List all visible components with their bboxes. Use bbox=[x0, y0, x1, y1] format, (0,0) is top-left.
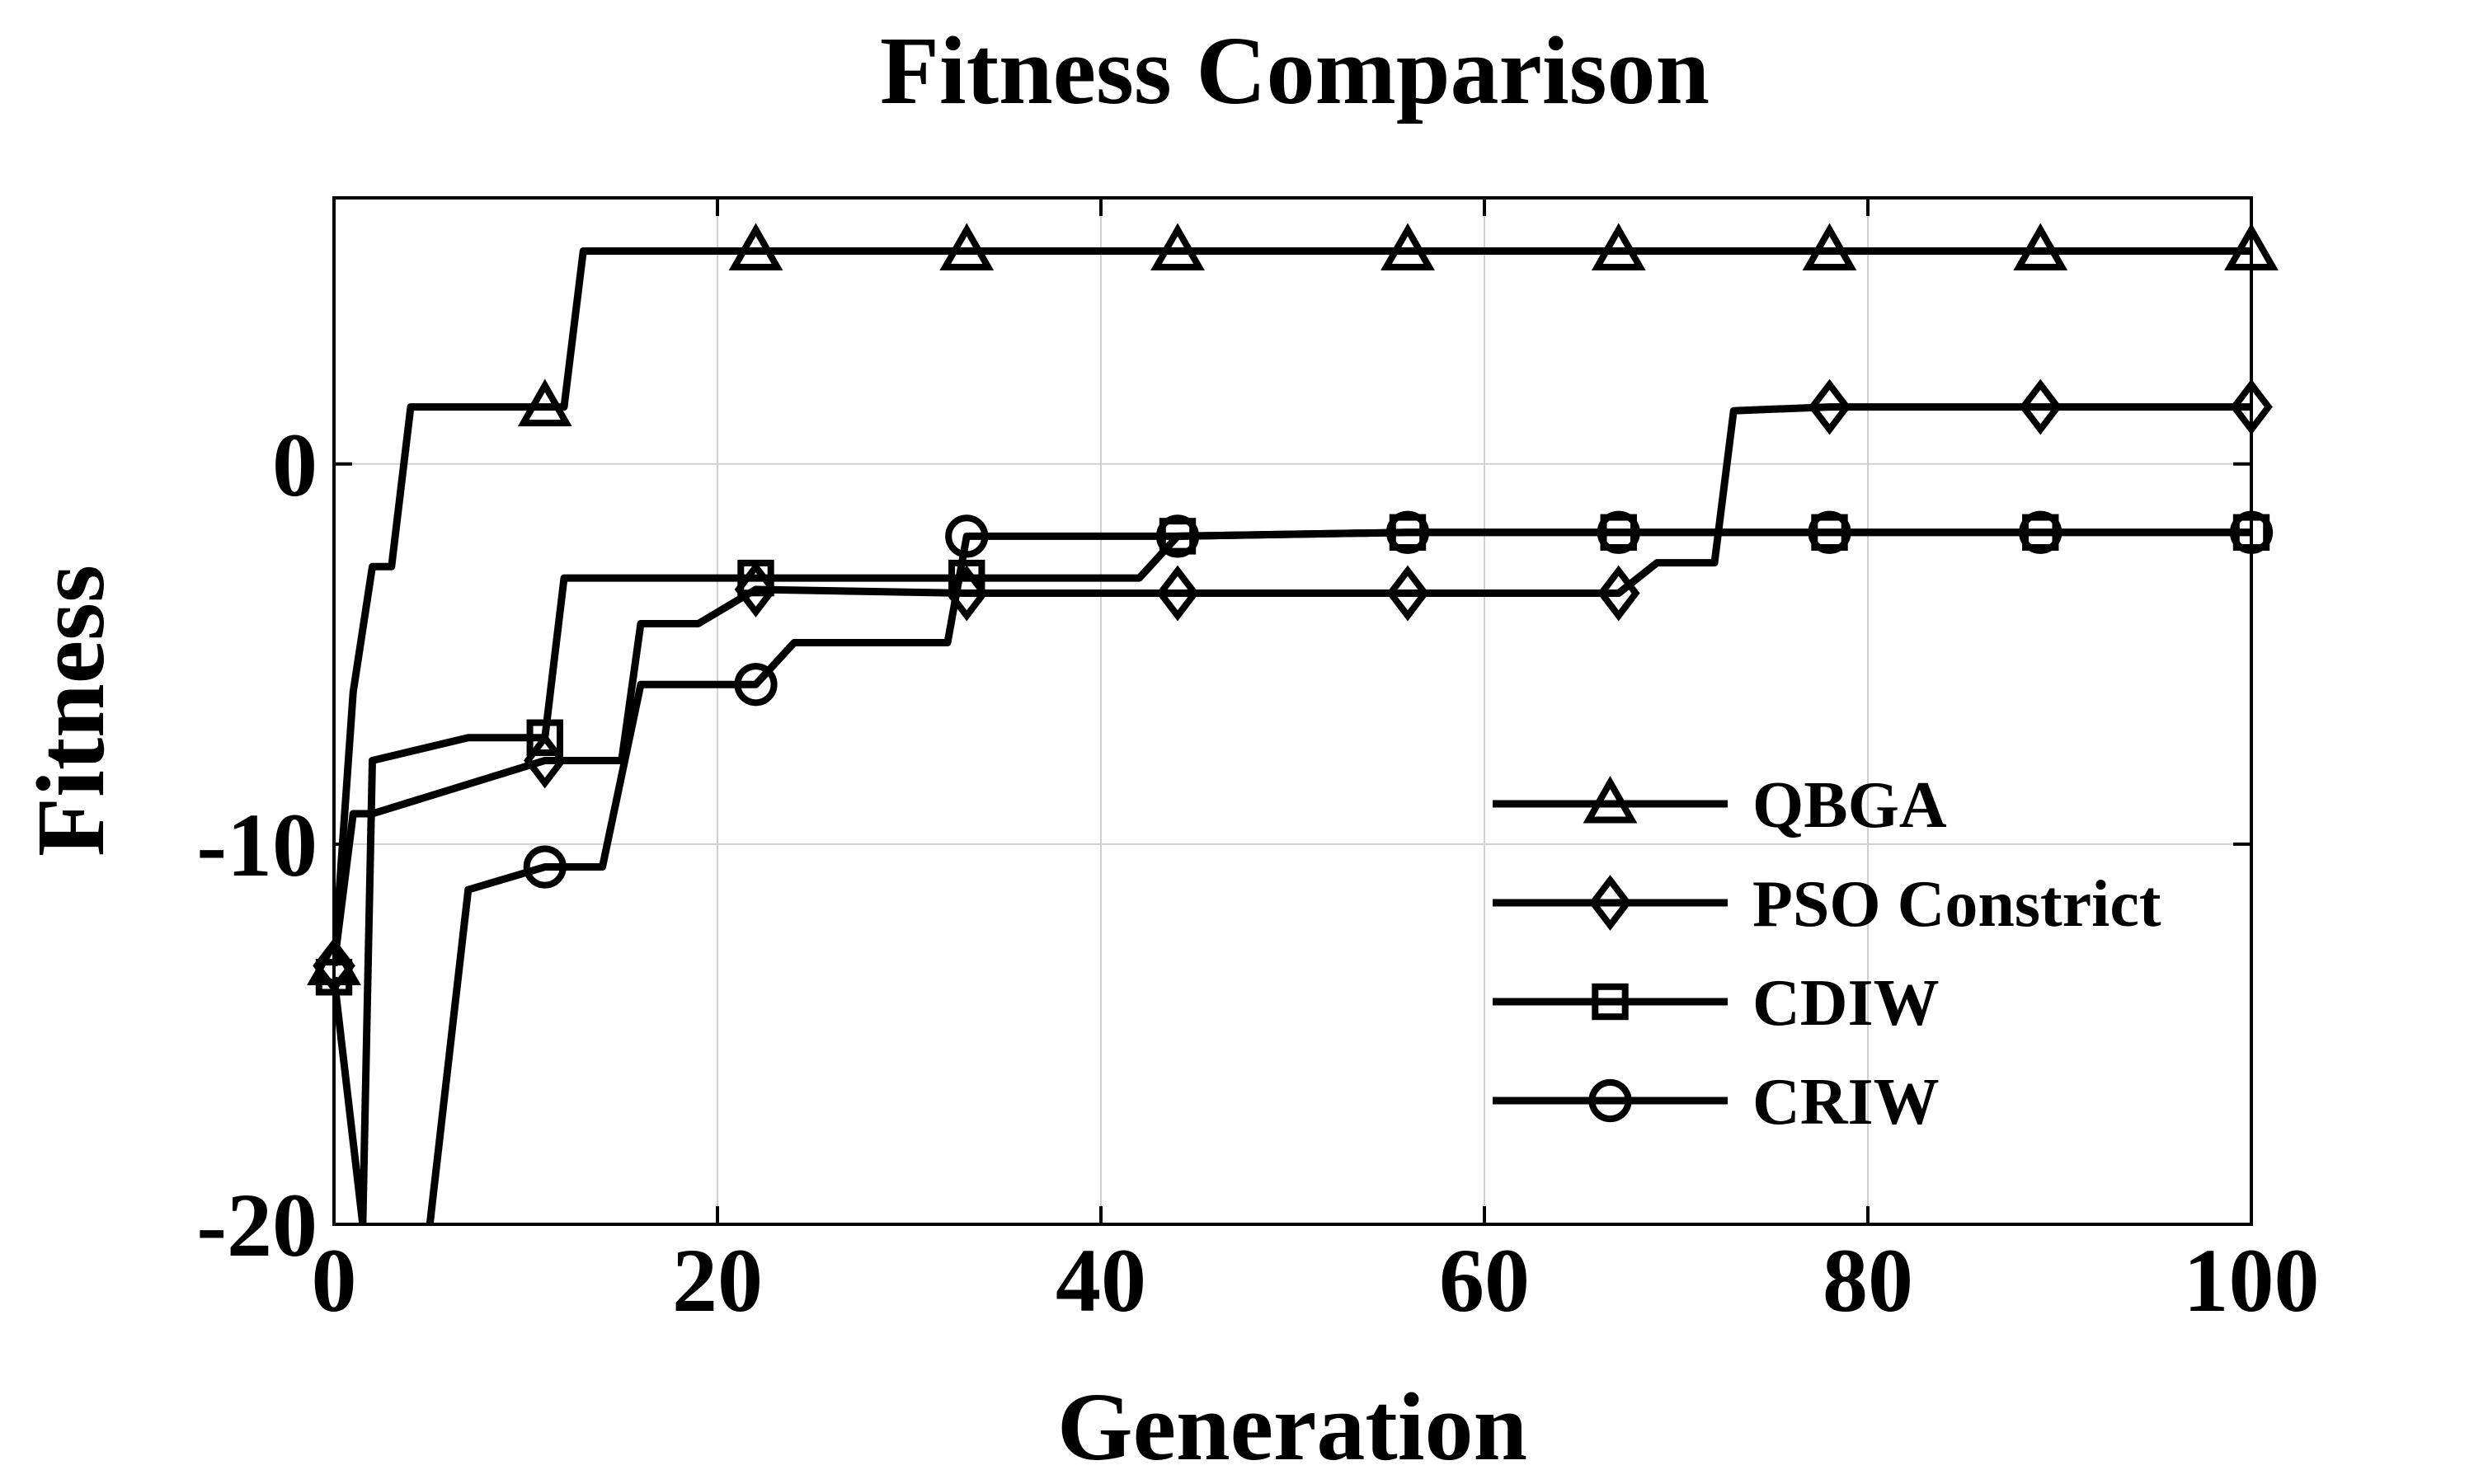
legend-label: PSO Constrict bbox=[1752, 868, 2161, 941]
legend-item: CRIW bbox=[1493, 1066, 1940, 1139]
square-marker bbox=[526, 719, 563, 756]
circle-marker bbox=[1597, 510, 1640, 554]
y-axis-label: Fitness bbox=[16, 565, 125, 857]
series-layer bbox=[307, 223, 2279, 1224]
triangle-marker bbox=[1150, 223, 1205, 271]
diamond-marker bbox=[1386, 565, 1429, 622]
series-triangle bbox=[334, 247, 2251, 966]
legend-label: CDIW bbox=[1752, 967, 1940, 1040]
circle-marker bbox=[1385, 510, 1430, 554]
triangle-marker bbox=[2013, 223, 2068, 271]
circle-marker bbox=[523, 845, 567, 889]
series-markers bbox=[307, 223, 2279, 985]
tick-marks bbox=[332, 198, 2253, 1226]
circle-marker bbox=[945, 514, 989, 558]
x-tick-label: 80 bbox=[1823, 1230, 1913, 1331]
triangle-marker bbox=[728, 223, 783, 271]
legend: QBGA PSO Constrict CDIW CRIW bbox=[1493, 769, 2161, 1139]
series-line bbox=[334, 403, 2251, 967]
circle-marker bbox=[1155, 514, 1200, 558]
square-marker bbox=[1592, 983, 1629, 1021]
x-tick-labels: 0 20 40 60 80 100 bbox=[312, 1230, 2320, 1331]
x-axis-label: Generation bbox=[1057, 1373, 1527, 1481]
series-line bbox=[334, 247, 2251, 966]
series-markers bbox=[523, 510, 2274, 889]
diamond-marker bbox=[2019, 378, 2062, 435]
legend-label: CRIW bbox=[1752, 1066, 1940, 1139]
diamond-marker bbox=[1597, 565, 1640, 622]
x-tick-label: 0 bbox=[312, 1230, 357, 1331]
diamond-marker bbox=[1588, 875, 1632, 931]
triangle-marker bbox=[1802, 223, 1857, 271]
diamond-marker bbox=[1156, 565, 1199, 622]
chart-title: Fitness Comparison bbox=[880, 16, 1710, 124]
diamond-marker bbox=[734, 561, 778, 618]
x-tick-label: 60 bbox=[1439, 1230, 1530, 1331]
legend-item: QBGA bbox=[1493, 769, 1947, 842]
square-marker bbox=[948, 559, 985, 597]
grid bbox=[334, 198, 2251, 1224]
plot-frame bbox=[332, 196, 2253, 1226]
x-tick-label: 20 bbox=[672, 1230, 763, 1331]
y-tick-label: -20 bbox=[196, 1175, 317, 1275]
circle-marker bbox=[1808, 510, 1851, 554]
square-marker bbox=[737, 559, 774, 597]
legend-label: QBGA bbox=[1752, 769, 1947, 842]
triangle-marker bbox=[939, 223, 995, 271]
y-tick-labels: -20 -10 0 bbox=[196, 415, 317, 1275]
diamond-marker bbox=[1808, 378, 1851, 435]
circle-marker bbox=[2019, 510, 2062, 554]
y-tick-label: -10 bbox=[196, 795, 317, 895]
triangle-marker bbox=[517, 378, 572, 427]
triangle-marker bbox=[1591, 223, 1646, 271]
y-tick-label: 0 bbox=[272, 415, 317, 515]
triangle-marker bbox=[1380, 223, 1435, 271]
x-tick-label: 40 bbox=[1056, 1230, 1146, 1331]
series-diamond bbox=[334, 403, 2251, 967]
circle-marker bbox=[1588, 1078, 1632, 1123]
legend-item: CDIW bbox=[1493, 967, 1940, 1040]
circle-marker bbox=[734, 663, 778, 707]
triangle-marker bbox=[1583, 775, 1638, 824]
x-tick-label: 100 bbox=[2184, 1230, 2320, 1331]
legend-item: PSO Constrict bbox=[1493, 868, 2161, 941]
